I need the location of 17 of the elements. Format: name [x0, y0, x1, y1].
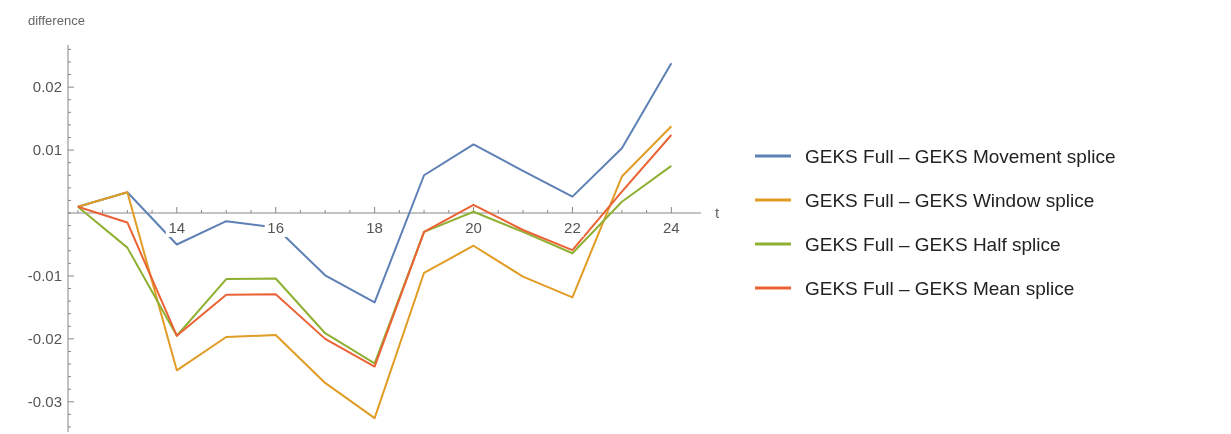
- x-tick-label: 22: [564, 219, 581, 237]
- y-tick-label: 0.01: [32, 141, 62, 159]
- x-tick-label: 18: [366, 219, 383, 237]
- x-tick-label: 14: [168, 219, 186, 237]
- y-axis-title: difference: [28, 13, 85, 28]
- x-axis-title: t: [715, 204, 720, 222]
- legend-label: GEKS Full – GEKS Mean splice: [805, 277, 1075, 299]
- x-tick-label: 16: [267, 219, 285, 237]
- legend-label: GEKS Full – GEKS Half splice: [805, 233, 1061, 255]
- legend-label: GEKS Full – GEKS Window splice: [805, 189, 1095, 211]
- x-tick-label: 20: [465, 219, 482, 237]
- y-tick-label: -0.01: [27, 267, 62, 285]
- y-tick-label: 0.02: [32, 78, 62, 96]
- legend-label: GEKS Full – GEKS Movement splice: [805, 145, 1116, 167]
- x-tick-label: 24: [662, 219, 680, 237]
- y-tick-label: -0.03: [27, 393, 62, 411]
- y-tick-label: -0.02: [27, 330, 62, 348]
